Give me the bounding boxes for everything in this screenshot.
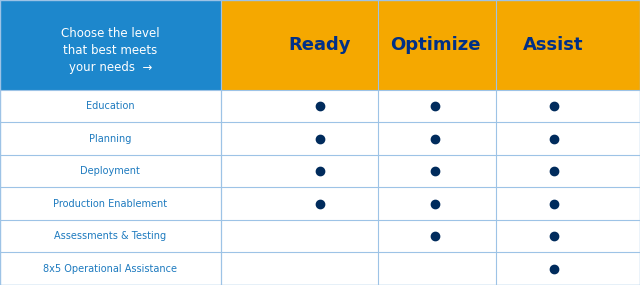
Text: 8x5 Operational Assistance: 8x5 Operational Assistance — [44, 264, 177, 274]
Text: Choose the level: Choose the level — [61, 27, 160, 40]
Text: that best meets: that best meets — [63, 44, 157, 57]
Text: your needs  →: your needs → — [68, 61, 152, 74]
Bar — [0, 253, 640, 285]
Text: Education: Education — [86, 101, 134, 111]
Text: Planning: Planning — [89, 134, 132, 144]
Bar — [0, 220, 640, 253]
Bar — [0, 90, 640, 122]
Text: Optimize: Optimize — [390, 36, 481, 54]
Text: Ready: Ready — [289, 36, 351, 54]
Bar — [0, 188, 640, 220]
Text: Assessments & Testing: Assessments & Testing — [54, 231, 166, 241]
Text: Production Enablement: Production Enablement — [53, 199, 168, 209]
Bar — [0, 0, 221, 90]
Text: Deployment: Deployment — [81, 166, 140, 176]
Bar — [0, 155, 640, 188]
Bar — [0, 122, 640, 155]
Bar — [221, 0, 640, 90]
Text: Assist: Assist — [524, 36, 584, 54]
